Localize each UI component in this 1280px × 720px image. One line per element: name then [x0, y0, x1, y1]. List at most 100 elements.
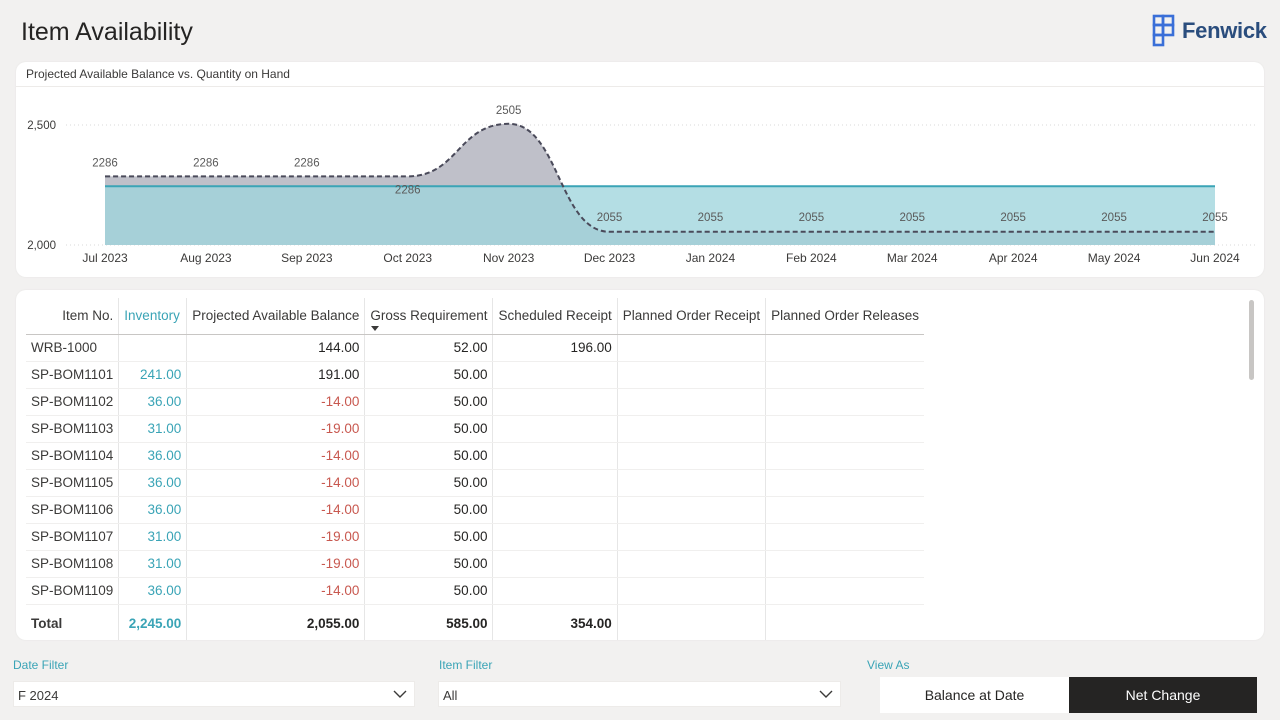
table-cell	[765, 550, 924, 578]
table-cell: 50.00	[364, 415, 494, 443]
projected-balance-line	[104, 122, 1215, 233]
table-cell	[492, 577, 618, 605]
table-scrollbar[interactable]	[1249, 300, 1254, 380]
table-cell: SP-BOM1109	[26, 577, 120, 605]
table-cell	[617, 550, 767, 578]
data-label: 2286	[193, 157, 219, 169]
column-header-gross-requirement[interactable]: Gross Requirement	[364, 298, 494, 335]
date-filter-value: F 2024	[18, 688, 59, 703]
table-cell	[765, 442, 924, 470]
table-cell: 31.00	[118, 415, 188, 443]
table-cell	[617, 361, 767, 389]
table-cell: -19.00	[186, 550, 366, 578]
table-cell: -14.00	[186, 496, 366, 524]
table-cell	[617, 523, 767, 551]
data-label: 2286	[92, 157, 118, 169]
x-tick-label: Oct 2023	[383, 251, 432, 265]
table-row[interactable]: SP-BOM1109 36.00 -14.00 50.00	[26, 577, 924, 605]
table-cell	[617, 388, 767, 416]
table-cell: 191.00	[186, 361, 366, 389]
table-row[interactable]: SP-BOM1106 36.00 -14.00 50.00	[26, 496, 924, 524]
column-header-projected-available-balance[interactable]: Projected Available Balance	[186, 298, 366, 335]
table-row[interactable]: SP-BOM1105 36.00 -14.00 50.00	[26, 469, 924, 497]
table-cell	[617, 442, 767, 470]
table-cell: 31.00	[118, 550, 188, 578]
x-tick-label: Jan 2024	[686, 251, 736, 265]
table-cell	[765, 577, 924, 605]
table-row[interactable]: WRB-1000 144.00 52.00 196.00	[26, 334, 924, 362]
x-tick-label: Apr 2024	[989, 251, 1038, 265]
table-cell: SP-BOM1108	[26, 550, 120, 578]
net-change-button[interactable]: Net Change	[1069, 677, 1257, 713]
table-cell: -19.00	[186, 415, 366, 443]
x-tick-label: Feb 2024	[786, 251, 837, 265]
table-cell: 52.00	[364, 334, 494, 362]
table-cell: 36.00	[118, 442, 188, 470]
table-cell	[617, 496, 767, 524]
table-row[interactable]: SP-BOM1101 241.00 191.00 50.00	[26, 361, 924, 389]
table-cell	[765, 388, 924, 416]
table-cell	[492, 550, 618, 578]
table-cell	[617, 604, 767, 640]
table-cell	[766, 604, 924, 640]
table-cell: SP-BOM1104	[26, 442, 120, 470]
table-row[interactable]: SP-BOM1102 36.00 -14.00 50.00	[26, 388, 924, 416]
table-cell: 50.00	[364, 442, 494, 470]
table-total-row[interactable]: Total 2,245.00 2,055.00 585.00 354.00	[26, 604, 924, 640]
table-cell: 2,245.00	[118, 604, 188, 640]
data-label: 2055	[1202, 212, 1228, 224]
chevron-down-icon	[819, 690, 833, 698]
table-cell: 50.00	[364, 469, 494, 497]
chart-title: Projected Available Balance vs. Quantity…	[26, 67, 290, 81]
fenwick-logo-icon	[1152, 14, 1175, 47]
table-cell: 50.00	[364, 550, 494, 578]
date-filter-select[interactable]: F 2024	[13, 681, 415, 707]
date-filter-label: Date Filter	[13, 658, 69, 672]
column-header-scheduled-receipt[interactable]: Scheduled Receipt	[492, 298, 618, 335]
balance-at-date-button[interactable]: Balance at Date	[880, 677, 1069, 713]
column-header-inventory[interactable]: Inventory	[118, 298, 188, 335]
chevron-down-icon	[393, 690, 407, 698]
table-cell: 36.00	[118, 577, 188, 605]
table-cell: Total	[26, 604, 120, 640]
table-row[interactable]: SP-BOM1108 31.00 -19.00 50.00	[26, 550, 924, 578]
table-cell: 2,055.00	[186, 604, 366, 640]
data-label: 2055	[899, 212, 925, 224]
table-cell: 36.00	[118, 388, 188, 416]
table-cell	[617, 415, 767, 443]
column-header-item-no[interactable]: Item No.	[26, 298, 120, 335]
table-cell: 241.00	[118, 361, 188, 389]
table-cell: -14.00	[186, 442, 366, 470]
table-cell: -19.00	[186, 523, 366, 551]
table-cell: 50.00	[364, 361, 494, 389]
table-cell	[492, 523, 618, 551]
table-cell	[492, 469, 618, 497]
table-cell: 36.00	[118, 469, 188, 497]
table-cell: 196.00	[492, 334, 618, 362]
page-title: Item Availability	[21, 18, 193, 46]
item-filter-select[interactable]: All	[438, 681, 841, 707]
data-label: 2055	[698, 212, 724, 224]
availability-table: Item No. Inventory Projected Available B…	[26, 298, 924, 640]
table-cell	[492, 496, 618, 524]
column-header-planned-order-receipt[interactable]: Planned Order Receipt	[617, 298, 767, 335]
table-cell: 585.00	[364, 604, 494, 640]
table-row[interactable]: SP-BOM1107 31.00 -19.00 50.00	[26, 523, 924, 551]
table-cell: WRB-1000	[26, 334, 120, 362]
table-cell	[492, 442, 618, 470]
data-label: 2505	[496, 105, 522, 117]
table-cell	[765, 523, 924, 551]
table-cell	[765, 496, 924, 524]
column-header-planned-order-releases[interactable]: Planned Order Releases	[765, 298, 924, 335]
table-cell	[765, 469, 924, 497]
table-cell	[617, 469, 767, 497]
x-tick-label: Jun 2024	[1190, 251, 1240, 265]
item-filter-label: Item Filter	[439, 658, 493, 672]
table-cell: 144.00	[186, 334, 366, 362]
table-row[interactable]: SP-BOM1103 31.00 -19.00 50.00	[26, 415, 924, 443]
table-cell	[765, 334, 924, 362]
table-cell: 36.00	[118, 496, 188, 524]
table-row[interactable]: SP-BOM1104 36.00 -14.00 50.00	[26, 442, 924, 470]
data-label: 2286	[395, 184, 421, 196]
data-label: 2286	[294, 157, 320, 169]
